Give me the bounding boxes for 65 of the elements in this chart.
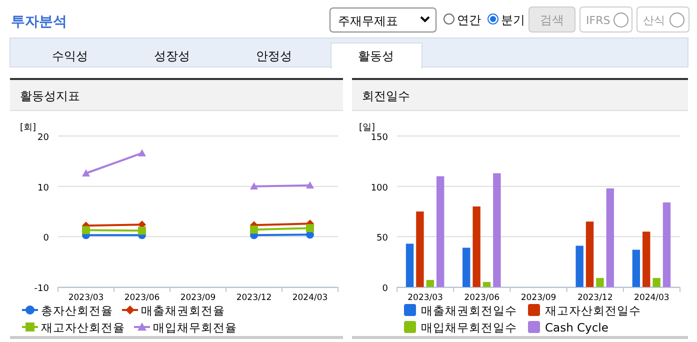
x-tick-label: 2023/06 — [464, 293, 500, 303]
text: 검색 — [540, 13, 564, 27]
text: 성장성 — [154, 49, 190, 63]
bar — [596, 278, 604, 287]
text: 안정성 — [256, 49, 292, 63]
y-tick-label: 20 — [38, 133, 50, 143]
bar — [662, 202, 671, 287]
bar — [652, 278, 660, 287]
legend-label: 재고자산회전일수 — [545, 304, 641, 318]
text: 수익성 — [52, 49, 88, 63]
y-tick-label: 10 — [38, 183, 50, 194]
bar — [606, 188, 614, 287]
bar — [426, 280, 434, 287]
bar — [436, 176, 444, 287]
x-tick-label: 2023/03 — [68, 293, 104, 303]
text: 주재무제표 — [338, 14, 398, 28]
bar — [406, 244, 414, 287]
text: 연간 — [457, 13, 481, 27]
legend-label: 매입채무회전일수 — [421, 320, 517, 334]
legend-label: 매입채무회전율 — [153, 320, 237, 334]
x-tick-label: 2023/03 — [408, 293, 443, 303]
x-tick-label: 2023/09 — [520, 293, 556, 303]
point — [250, 182, 258, 190]
x-tick-label: 2023/12 — [577, 293, 613, 303]
point — [306, 224, 314, 232]
bar — [632, 250, 640, 287]
x-tick-label: 2023/06 — [124, 293, 160, 303]
legend-label: Cash Cycle — [545, 320, 608, 334]
bar — [416, 212, 424, 287]
point — [250, 226, 258, 234]
bar — [462, 248, 470, 287]
bar — [586, 222, 594, 287]
legend-label: 총자산회전율 — [41, 304, 113, 318]
text: IFRS — [586, 14, 610, 27]
legend-label: 매출채권회전일수 — [421, 304, 517, 318]
point — [82, 169, 90, 176]
y-axis-title: [회] — [20, 123, 36, 133]
x-tick-label: 2023/12 — [236, 293, 272, 303]
y-tick-label: -10 — [34, 284, 50, 294]
legend-label: 매출채권회전율 — [141, 304, 225, 318]
chart-title: 회전일수 — [362, 89, 410, 103]
x-tick-label: 2023/09 — [180, 293, 216, 303]
text: 활동성 — [358, 49, 394, 63]
point — [82, 226, 90, 234]
bar — [642, 232, 650, 287]
bar — [493, 173, 501, 287]
bar — [482, 282, 491, 287]
point — [138, 226, 146, 235]
x-tick-label: 2024/03 — [634, 293, 670, 303]
bar — [472, 206, 480, 287]
y-axis-title: [일] — [359, 123, 376, 133]
y-tick-label: 0 — [43, 234, 50, 244]
legend-label: 재고자산회전율 — [41, 320, 125, 334]
y-tick-label: 0 — [382, 284, 388, 294]
y-tick-label: 50 — [376, 234, 388, 244]
text: 산식 — [643, 14, 665, 27]
point — [306, 181, 314, 189]
point — [138, 149, 146, 156]
y-tick-label: 150 — [370, 133, 388, 143]
text: 투자분석 — [11, 14, 67, 30]
chart-title: 활동성지표 — [20, 89, 80, 103]
x-tick-label: 2024/03 — [292, 293, 328, 303]
text: 분기 — [501, 13, 525, 27]
bar — [576, 246, 584, 287]
y-tick-label: 100 — [370, 183, 388, 194]
